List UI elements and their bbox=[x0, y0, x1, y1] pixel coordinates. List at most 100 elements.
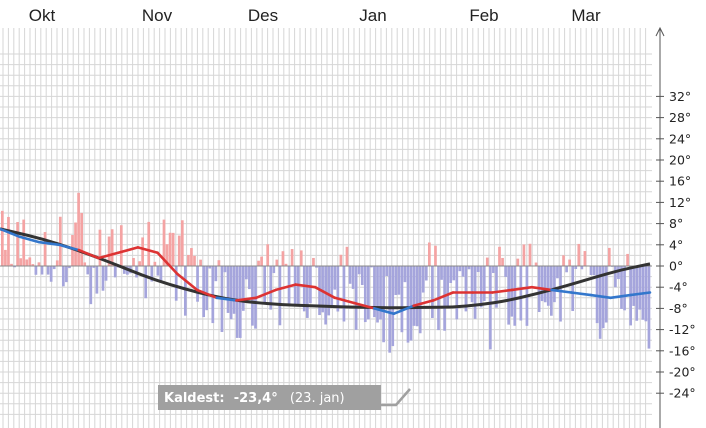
temperature-bar bbox=[470, 266, 474, 303]
mean-temperature-segment bbox=[392, 304, 415, 316]
temperature-bar bbox=[223, 266, 227, 273]
y-axis: 32° 28° 24° 20° 16° 12° 8° 4° 0° -4° -8° -12° -16° -2… bbox=[655, 26, 696, 428]
annotation-pointer bbox=[381, 388, 411, 407]
temperature-bar bbox=[510, 266, 514, 317]
temperature-bar bbox=[241, 266, 245, 311]
temperature-bar bbox=[495, 266, 498, 308]
temperature-bar bbox=[580, 266, 584, 270]
temperature-bar bbox=[330, 266, 334, 307]
y-tick-label: -8° bbox=[669, 301, 688, 316]
temperature-bar bbox=[89, 266, 93, 305]
temperature-bar bbox=[543, 266, 547, 303]
temperature-bar bbox=[327, 266, 331, 316]
temperature-bar bbox=[382, 266, 385, 343]
temperature-bar bbox=[489, 266, 492, 350]
temperature-bar bbox=[400, 266, 404, 333]
mean-temperature-segment bbox=[589, 293, 612, 300]
temperature-bar bbox=[339, 254, 343, 266]
temperature-bar bbox=[452, 266, 456, 281]
mean-temperature-segment bbox=[97, 251, 120, 260]
temperature-bar bbox=[71, 235, 74, 266]
temperature-bar bbox=[65, 266, 68, 283]
temperature-bar bbox=[360, 266, 364, 286]
temperature-bar bbox=[180, 220, 184, 266]
temperature-bar bbox=[190, 248, 193, 266]
temperature-bar bbox=[312, 257, 315, 266]
mean-temperature-segment bbox=[77, 248, 100, 260]
temperature-bar bbox=[522, 244, 526, 266]
temperature-bar bbox=[46, 266, 50, 275]
y-tick-label: 8° bbox=[669, 216, 683, 231]
temperature-bar bbox=[208, 266, 212, 269]
temperature-bar bbox=[638, 266, 642, 310]
temperature-bar bbox=[540, 266, 544, 302]
temperature-bar bbox=[123, 266, 126, 274]
temperature-bar bbox=[171, 232, 175, 266]
temperature-bar bbox=[193, 255, 196, 266]
temperature-bar bbox=[583, 251, 587, 266]
temperature-bar bbox=[272, 266, 276, 274]
temperature-bar bbox=[217, 260, 221, 266]
temperature-bar bbox=[251, 266, 254, 326]
temperature-bar bbox=[184, 266, 187, 316]
temperature-bar bbox=[556, 266, 559, 279]
month-label-mar: Mar bbox=[571, 6, 601, 25]
temperature-bar bbox=[467, 266, 471, 270]
temperature-bar bbox=[226, 266, 230, 313]
mean-temperature-segment bbox=[136, 246, 159, 255]
temperature-bar bbox=[443, 266, 446, 331]
temperature-bar bbox=[592, 266, 596, 276]
mean-temperature-segment bbox=[333, 296, 356, 305]
temperature-bar bbox=[519, 266, 523, 321]
temperature-bar bbox=[321, 266, 324, 313]
temperature-bar bbox=[77, 192, 80, 266]
chart-grid bbox=[0, 28, 652, 428]
temperature-bar bbox=[376, 266, 379, 323]
temperature-bar bbox=[83, 262, 87, 266]
temperature-bar bbox=[138, 261, 141, 266]
temperature-bar bbox=[367, 266, 370, 320]
temperature-bar bbox=[324, 266, 327, 325]
temperature-bar bbox=[504, 266, 507, 277]
temperature-bar bbox=[199, 259, 202, 266]
temperature-bar bbox=[248, 266, 251, 290]
temperature-bar bbox=[232, 266, 236, 314]
temperature-bar bbox=[373, 266, 376, 318]
temperature-bar bbox=[620, 266, 623, 309]
temperature-bar bbox=[565, 266, 568, 273]
temperature-bar bbox=[492, 266, 495, 274]
temperature-bar bbox=[534, 262, 538, 266]
month-label-feb: Feb bbox=[469, 6, 498, 25]
temperature-bar bbox=[577, 243, 581, 266]
temperature-bar bbox=[507, 266, 510, 325]
temperature-bar bbox=[275, 259, 279, 266]
temperature-bar bbox=[415, 266, 419, 327]
coldest-annotation: Kaldest: -23,4° (23. jan) bbox=[158, 385, 411, 410]
temperature-bar bbox=[345, 246, 349, 266]
annotation-value: -23,4° bbox=[234, 391, 278, 406]
temperature-bar bbox=[4, 249, 7, 266]
temperature-bar bbox=[461, 266, 465, 277]
temperature-bar bbox=[284, 263, 288, 266]
temperature-bar bbox=[546, 266, 550, 306]
month-label-jan: Jan bbox=[359, 6, 386, 25]
temperature-bar bbox=[98, 229, 102, 266]
temperature-bar bbox=[245, 266, 248, 280]
y-tick-label: -16° bbox=[669, 343, 696, 358]
mean-temperature-segment bbox=[38, 240, 61, 247]
mean-temperature-segment bbox=[254, 288, 278, 300]
temperature-bar bbox=[266, 244, 270, 266]
temperature-bar bbox=[626, 253, 629, 266]
temperature-bar bbox=[379, 266, 382, 320]
temperature-bar bbox=[336, 266, 340, 312]
temperature-bar bbox=[43, 232, 47, 266]
y-tick-label: 12° bbox=[669, 195, 691, 210]
temperature-bar bbox=[409, 266, 413, 341]
temperature-bar bbox=[177, 235, 181, 266]
temperature-bar bbox=[260, 256, 263, 266]
temperature-bar bbox=[196, 266, 199, 302]
temperature-bar bbox=[559, 266, 562, 322]
mean-temperature-segment bbox=[235, 296, 258, 302]
temperature-bar bbox=[589, 266, 593, 275]
temperature-bar bbox=[144, 266, 148, 299]
